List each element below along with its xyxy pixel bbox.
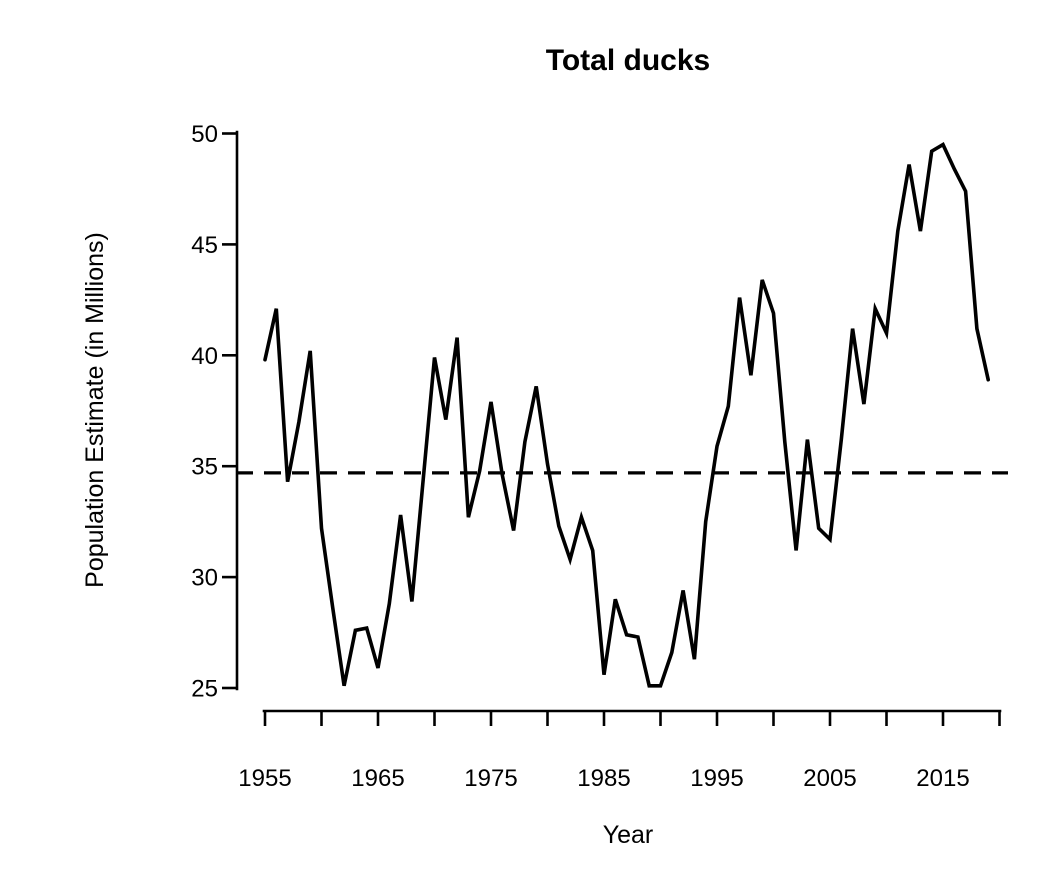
y-tick-label: 45 bbox=[191, 232, 218, 259]
y-tick-label: 50 bbox=[191, 121, 218, 148]
x-tick-label: 1995 bbox=[690, 765, 743, 792]
x-tick-label: 1985 bbox=[577, 765, 630, 792]
x-tick-label: 2015 bbox=[916, 765, 969, 792]
x-tick-label: 1975 bbox=[464, 765, 517, 792]
data-line-series bbox=[263, 142, 991, 688]
x-tick-label: 1955 bbox=[238, 765, 291, 792]
x-axis-title: Year bbox=[603, 821, 654, 849]
population-line bbox=[263, 142, 991, 688]
chart-title: Total ducks bbox=[546, 44, 710, 77]
x-axis-ticks: 1955 1965 1975 1985 1995 2005 2015 bbox=[238, 711, 1001, 792]
x-tick-label: 2005 bbox=[803, 765, 856, 792]
x-tick-label: 1965 bbox=[351, 765, 404, 792]
y-tick-label: 30 bbox=[191, 565, 218, 592]
y-tick-label: 25 bbox=[191, 676, 218, 703]
y-axis-title: Population Estimate (in Millions) bbox=[81, 232, 109, 588]
y-tick-label: 40 bbox=[191, 343, 218, 370]
y-tick-label: 35 bbox=[191, 454, 218, 481]
y-axis-ticks: 25 30 35 40 45 50 bbox=[191, 121, 237, 703]
